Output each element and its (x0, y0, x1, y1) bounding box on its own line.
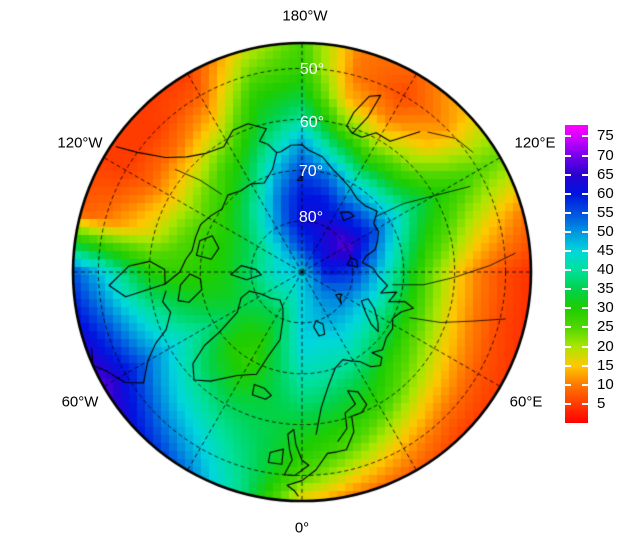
colorbar-tick (565, 402, 571, 405)
colorbar-tick-label: 25 (597, 318, 614, 336)
parallel-label-70: 70° (298, 163, 324, 180)
parallel-label-50: 50° (299, 61, 325, 78)
colorbar-tick (582, 345, 588, 348)
colorbar-tick-label: 35 (597, 280, 614, 298)
colorbar-tick (565, 230, 571, 233)
colorbar-tick (582, 364, 588, 367)
colorbar-tick (582, 269, 588, 272)
colorbar-tick (582, 211, 588, 214)
meridian-label-120w: 120°W (57, 134, 103, 152)
meridian-label-60w: 60°W (61, 393, 99, 411)
colorbar-tick (565, 250, 571, 253)
colorbar-tick (582, 307, 588, 310)
colorbar-tick-label: 10 (597, 375, 614, 393)
colorbar-tick (565, 173, 571, 176)
colorbar-tick (582, 288, 588, 291)
colorbar-tick (582, 192, 588, 195)
colorbar-tick-label: 60 (597, 184, 614, 202)
colorbar-tick (582, 402, 588, 405)
colorbar-tick-label: 15 (597, 356, 614, 374)
colorbar-tick (565, 135, 571, 138)
colorbar-tick-label: 5 (597, 394, 606, 412)
colorbar-tick (565, 211, 571, 214)
parallel-label-60: 60° (299, 114, 325, 131)
colorbar-tick-label: 70 (597, 146, 614, 164)
colorbar-tick-label: 75 (597, 127, 614, 145)
colorbar-tick-label: 40 (597, 261, 614, 279)
colorbar-tick (582, 135, 588, 138)
colorbar-tick (565, 154, 571, 157)
colorbar-gradient (565, 125, 588, 423)
colorbar-tick (565, 364, 571, 367)
colorbar-tick-label: 55 (597, 203, 614, 221)
colorbar-tick (565, 307, 571, 310)
colorbar-tick (565, 192, 571, 195)
colorbar-tick (582, 154, 588, 157)
colorbar-tick (565, 345, 571, 348)
colorbar-tick (582, 250, 588, 253)
colorbar-tick (582, 326, 588, 329)
colorbar-tick-label: 20 (597, 337, 614, 355)
colorbar-tick (565, 288, 571, 291)
meridian-label-120e: 120°E (514, 134, 556, 152)
colorbar-tick (582, 383, 588, 386)
colorbar-tick (565, 326, 571, 329)
meridian-label-0: 0° (294, 519, 310, 537)
meridian-label-180w: 180°W (282, 7, 328, 25)
colorbar-tick-label: 45 (597, 242, 614, 260)
colorbar-tick (565, 269, 571, 272)
meridian-label-60e: 60°E (509, 393, 543, 411)
parallel-label-80: 80° (298, 209, 324, 226)
colorbar-tick (582, 173, 588, 176)
colorbar-tick-label: 65 (597, 165, 614, 183)
colorbar-tick (582, 230, 588, 233)
colorbar-tick-label: 30 (597, 299, 614, 317)
colorbar-tick-label: 50 (597, 222, 614, 240)
colorbar-tick (565, 383, 571, 386)
